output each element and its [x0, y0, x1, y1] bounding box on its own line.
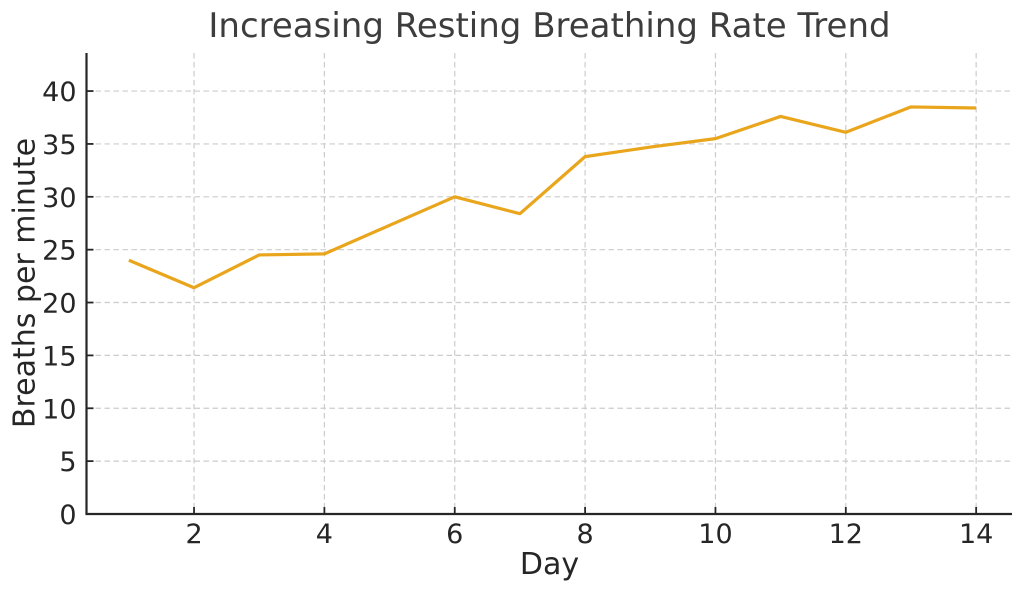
x-tick-label: 10	[698, 519, 732, 550]
chart-title: Increasing Resting Breathing Rate Trend	[208, 6, 891, 46]
x-tick-label: 6	[446, 519, 463, 550]
y-tick-label: 40	[42, 77, 76, 108]
x-tick-label: 12	[829, 519, 863, 550]
y-tick-label: 35	[42, 130, 76, 161]
y-tick-label: 5	[59, 447, 76, 478]
x-tick-label: 4	[316, 519, 333, 550]
y-tick-label: 10	[42, 394, 76, 425]
x-tick-label: 2	[185, 519, 202, 550]
x-tick-label: 14	[959, 519, 993, 550]
y-tick-label: 25	[42, 236, 76, 267]
y-tick-label: 15	[42, 341, 76, 372]
breathing-rate-trend-line	[128, 105, 977, 290]
y-tick-label: 0	[59, 500, 76, 531]
y-tick-label: 30	[42, 183, 76, 214]
y-axis-label-text: Breaths per minute	[7, 137, 43, 429]
y-tick-label: 20	[42, 289, 76, 320]
x-tick-label: 8	[577, 519, 594, 550]
x-axis-label: Day	[519, 547, 580, 582]
